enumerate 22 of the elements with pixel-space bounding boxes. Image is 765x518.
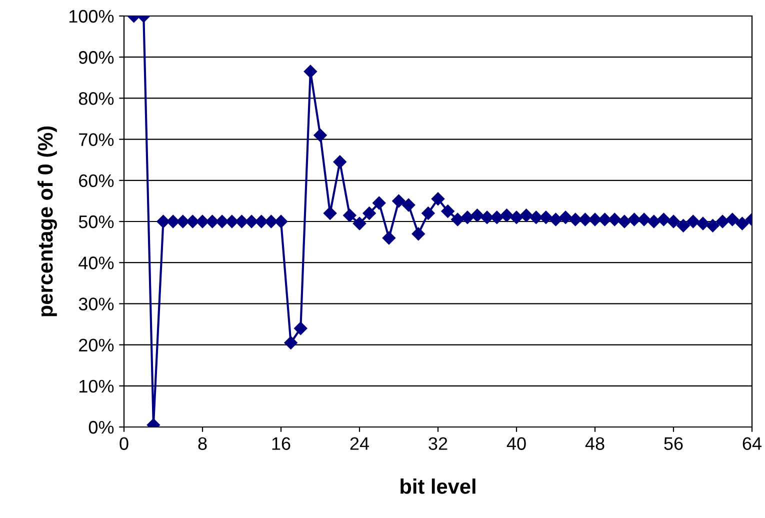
y-tick-label: 40%	[78, 256, 114, 270]
x-tick-label: 32	[428, 437, 448, 450]
x-tick-label: 16	[272, 437, 290, 450]
y-tick-label: 70%	[79, 133, 114, 146]
x-tick-label: 64	[742, 437, 762, 450]
y-tick-label: 50%	[78, 215, 114, 228]
y-tick-label: 90%	[78, 51, 114, 64]
x-axis-title: bit level	[400, 478, 476, 494]
x-tick-label: 8	[198, 437, 207, 450]
y-tick-label: 80%	[78, 92, 114, 105]
y-tick-label: 30%	[78, 298, 114, 310]
x-tick-label: 0	[120, 437, 128, 450]
x-tick-label: 56	[664, 437, 683, 450]
x-tick-label: 24	[350, 437, 370, 450]
y-axis-title: percentage of 0 (%)	[37, 126, 57, 316]
y-tick-label: 0%	[88, 420, 114, 434]
x-tick-label: 48	[585, 437, 604, 450]
y-tick-label: 100%	[69, 10, 114, 23]
y-tick-label: 60%	[79, 174, 114, 188]
x-tick-label: 40	[506, 437, 526, 450]
y-tick-label: 10%	[80, 380, 114, 393]
y-tick-label: 20%	[79, 338, 114, 352]
